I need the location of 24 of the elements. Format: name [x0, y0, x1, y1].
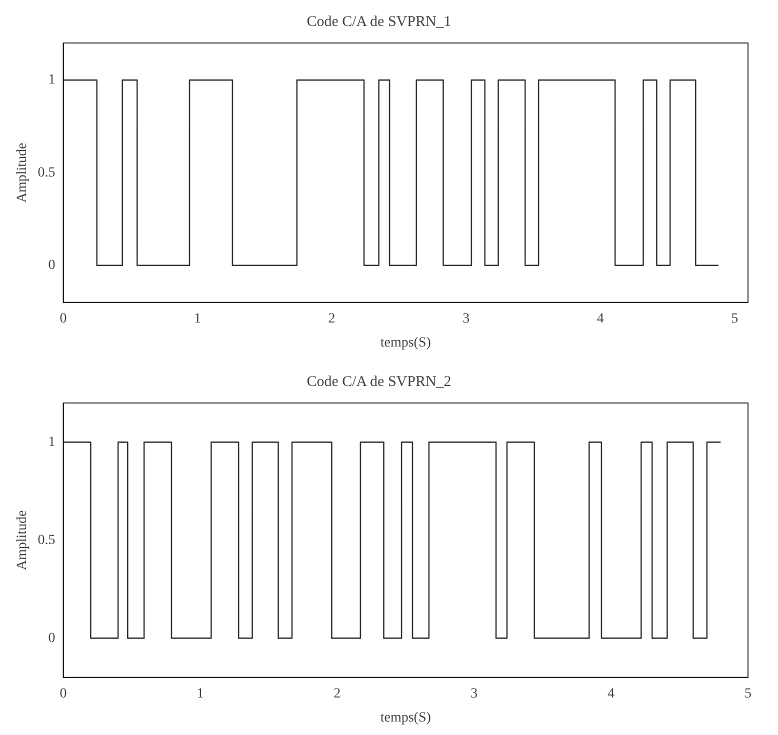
- x-tick-label: 5: [744, 686, 752, 702]
- y-tick-label: 0: [48, 258, 56, 274]
- y-tick-label: 0.5: [38, 532, 56, 548]
- chart-title: Code C/A de SVPRN_1: [306, 14, 452, 30]
- x-tick-label: 2: [328, 311, 336, 326]
- x-tick-label: 1: [196, 686, 204, 702]
- x-tick-label: 0: [60, 686, 67, 702]
- x-tick-label: 3: [462, 311, 470, 326]
- x-axis-title: temps(S): [380, 335, 432, 350]
- x-tick-label: 5: [731, 311, 738, 326]
- y-tick-label: 0.5: [38, 165, 56, 180]
- y-axis-title: Amplitude: [15, 142, 30, 203]
- chart-title: Code C/A de SVPRN_2: [306, 374, 452, 390]
- y-tick-label: 1: [48, 434, 56, 450]
- x-tick-label: 3: [470, 686, 478, 702]
- y-axis-title: Amplitude: [15, 510, 30, 570]
- x-tick-label: 4: [608, 686, 615, 702]
- x-axis-title: temps(S): [380, 710, 432, 726]
- x-tick-label: 0: [60, 311, 67, 326]
- x-tick-label: 2: [334, 686, 341, 702]
- x-tick-label: 1: [194, 311, 202, 326]
- y-tick-label: 1: [48, 72, 56, 88]
- x-tick-label: 4: [596, 311, 604, 326]
- y-tick-label: 0: [48, 630, 56, 646]
